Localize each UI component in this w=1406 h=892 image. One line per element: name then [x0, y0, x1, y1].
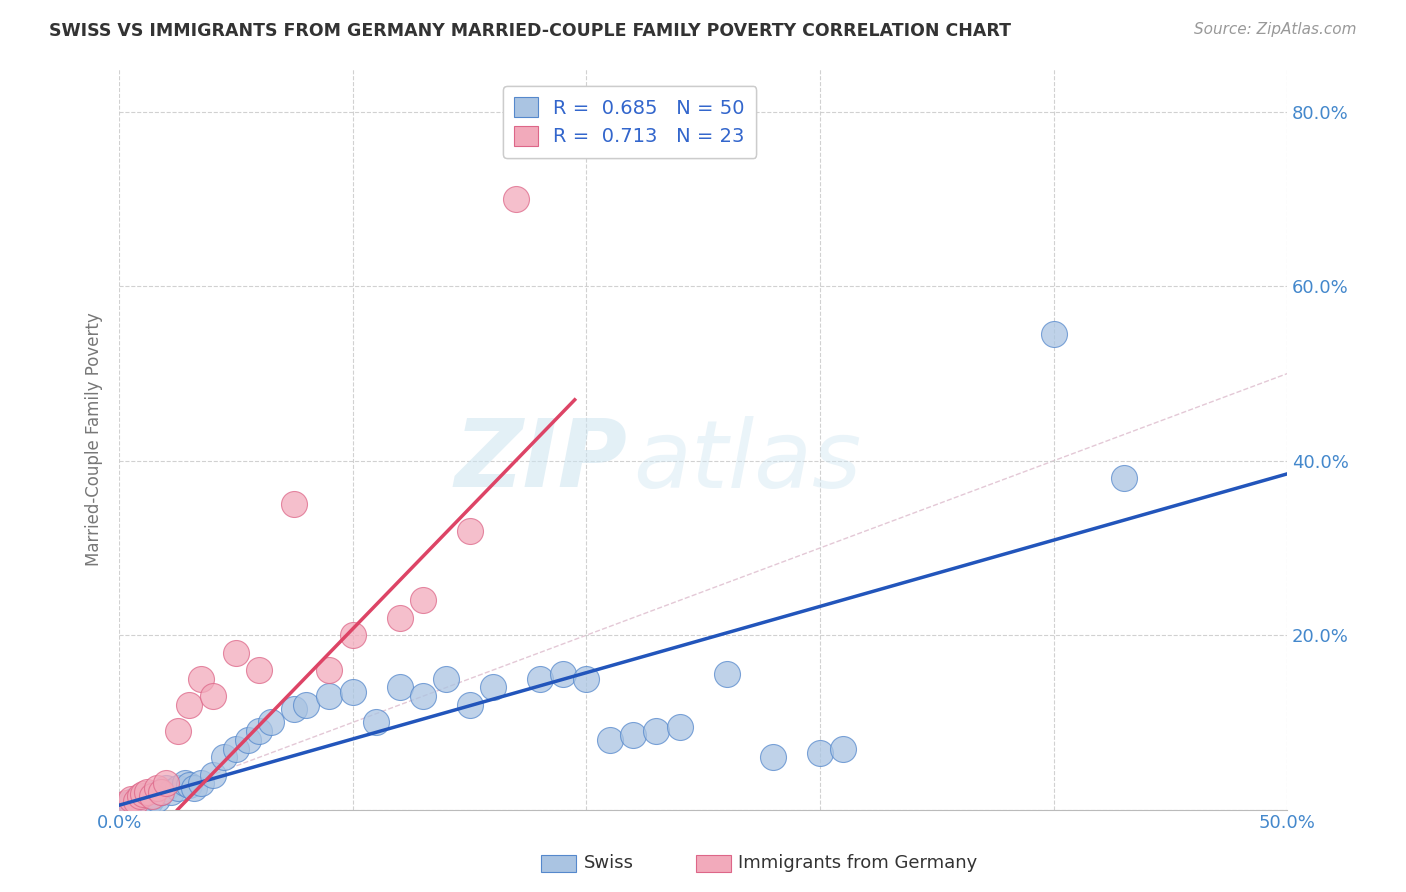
Point	[173, 776, 195, 790]
Point	[645, 724, 668, 739]
Point	[166, 780, 188, 795]
Point	[1042, 327, 1064, 342]
Point	[318, 663, 340, 677]
Point	[832, 741, 855, 756]
Point	[129, 789, 152, 804]
Point	[141, 789, 163, 804]
Point	[136, 792, 159, 806]
Point	[249, 724, 271, 739]
Point	[122, 794, 145, 808]
Text: Swiss: Swiss	[583, 855, 634, 872]
Point	[129, 794, 152, 808]
Point	[575, 672, 598, 686]
Point	[249, 663, 271, 677]
Y-axis label: Married-Couple Family Poverty: Married-Couple Family Poverty	[86, 312, 103, 566]
Point	[388, 611, 411, 625]
Point	[183, 780, 205, 795]
Point	[155, 776, 177, 790]
Point	[412, 593, 434, 607]
Point	[124, 797, 146, 812]
Point	[808, 746, 831, 760]
Text: atlas: atlas	[633, 416, 862, 507]
Point	[551, 667, 574, 681]
Point	[225, 646, 247, 660]
Point	[669, 720, 692, 734]
Point	[115, 796, 138, 810]
Point	[366, 715, 388, 730]
Point	[505, 192, 527, 206]
Text: Immigrants from Germany: Immigrants from Germany	[738, 855, 977, 872]
Point	[529, 672, 551, 686]
Point	[136, 785, 159, 799]
Point	[295, 698, 318, 712]
Point	[260, 715, 283, 730]
Point	[145, 792, 167, 806]
Point	[599, 732, 621, 747]
Point	[482, 681, 505, 695]
Point	[120, 796, 142, 810]
Point	[342, 628, 364, 642]
Point	[143, 789, 166, 804]
Point	[214, 750, 236, 764]
Point	[762, 750, 785, 764]
Point	[127, 792, 149, 806]
Point	[131, 796, 153, 810]
Point	[318, 690, 340, 704]
Point	[155, 780, 177, 795]
Point	[131, 787, 153, 801]
Point	[412, 690, 434, 704]
Point	[388, 681, 411, 695]
Text: Source: ZipAtlas.com: Source: ZipAtlas.com	[1194, 22, 1357, 37]
Point	[225, 741, 247, 756]
Point	[283, 702, 305, 716]
Point	[716, 667, 738, 681]
Point	[190, 776, 212, 790]
Point	[201, 690, 224, 704]
Point	[201, 767, 224, 781]
Point	[145, 780, 167, 795]
Point	[1112, 471, 1135, 485]
Point	[120, 792, 142, 806]
Point	[179, 698, 201, 712]
Point	[141, 787, 163, 801]
Point	[138, 794, 160, 808]
Point	[458, 698, 481, 712]
Point	[112, 798, 135, 813]
Point	[179, 778, 201, 792]
Legend: R =  0.685   N = 50, R =  0.713   N = 23: R = 0.685 N = 50, R = 0.713 N = 23	[503, 86, 756, 158]
Point	[166, 724, 188, 739]
Point	[283, 497, 305, 511]
Point	[236, 732, 259, 747]
Point	[159, 785, 181, 799]
Point	[434, 672, 457, 686]
Text: SWISS VS IMMIGRANTS FROM GERMANY MARRIED-COUPLE FAMILY POVERTY CORRELATION CHART: SWISS VS IMMIGRANTS FROM GERMANY MARRIED…	[49, 22, 1011, 40]
Text: ZIP: ZIP	[454, 416, 627, 508]
Point	[621, 728, 644, 742]
Point	[124, 794, 146, 808]
Point	[190, 672, 212, 686]
Point	[150, 785, 173, 799]
Point	[458, 524, 481, 538]
Point	[150, 785, 173, 799]
Point	[134, 789, 156, 804]
Point	[342, 685, 364, 699]
